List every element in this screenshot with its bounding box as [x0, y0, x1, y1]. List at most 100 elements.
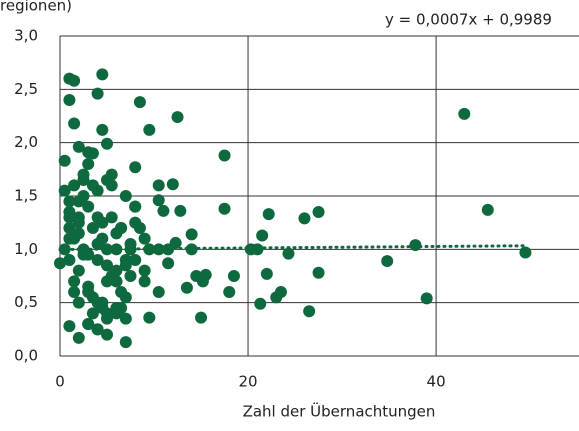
data-point: [119, 259, 132, 272]
data-point: [58, 243, 71, 256]
x-tick-label: 20: [238, 373, 257, 391]
data-point: [129, 254, 142, 266]
data-point: [72, 331, 85, 344]
data-point: [82, 318, 95, 330]
data-point: [129, 161, 142, 174]
data-point: [72, 264, 85, 277]
data-point: [63, 232, 76, 245]
data-point: [72, 195, 85, 208]
data-point: [63, 222, 76, 234]
data-point: [86, 147, 99, 160]
data-point: [101, 328, 114, 341]
data-point: [110, 275, 123, 288]
data-point: [312, 206, 325, 218]
data-point: [101, 243, 114, 256]
data-point: [119, 190, 132, 202]
data-point: [282, 247, 295, 260]
data-point: [420, 292, 433, 305]
data-point: [458, 107, 471, 120]
data-point: [91, 184, 104, 197]
data-point: [143, 243, 156, 256]
chart-title: regionen): [0, 0, 72, 15]
data-point: [124, 270, 137, 282]
data-point: [254, 297, 267, 310]
data-point: [110, 227, 123, 240]
data-point: [86, 222, 99, 234]
data-point: [298, 212, 311, 225]
data-point: [82, 158, 95, 170]
data-point: [227, 270, 240, 282]
data-point: [185, 243, 198, 256]
data-point: [110, 302, 123, 314]
data-point: [312, 266, 325, 279]
data-point: [218, 202, 231, 215]
data-point: [409, 239, 422, 252]
data-point: [82, 248, 95, 261]
data-point: [82, 280, 95, 293]
data-point: [72, 216, 85, 229]
data-point: [101, 307, 114, 320]
data-point: [96, 123, 109, 136]
data-point: [68, 286, 81, 298]
data-point: [91, 87, 104, 100]
data-point: [162, 243, 175, 256]
data-point: [143, 123, 156, 136]
data-point: [185, 228, 198, 241]
data-point: [143, 311, 156, 324]
data-point: [303, 305, 316, 318]
data-point: [63, 254, 76, 266]
data-point: [262, 208, 275, 221]
y-tick-label: 0,5: [14, 293, 38, 311]
data-point: [63, 94, 76, 106]
data-point: [138, 264, 151, 277]
data-point: [58, 154, 71, 167]
data-point: [162, 257, 175, 270]
data-point: [58, 184, 71, 197]
data-point: [270, 291, 283, 304]
data-point: [381, 255, 394, 268]
data-point: [63, 320, 76, 333]
data-point: [129, 200, 142, 213]
data-point: [68, 74, 81, 87]
data-point: [105, 211, 118, 224]
data-point: [96, 68, 109, 81]
data-point: [101, 259, 114, 272]
data-point: [196, 275, 209, 288]
x-axis-label: Zahl der Übernachtungen: [243, 402, 436, 421]
data-point: [68, 179, 81, 192]
data-point: [119, 312, 132, 325]
data-point: [223, 286, 236, 298]
data-point: [124, 238, 137, 250]
data-point: [152, 194, 165, 207]
data-point: [218, 149, 231, 162]
data-point: [72, 227, 85, 240]
data-point: [91, 238, 104, 250]
data-point: [260, 267, 273, 280]
data-point: [174, 204, 187, 217]
data-point: [101, 137, 114, 150]
data-point: [91, 254, 104, 266]
trendline: [58, 244, 527, 251]
data-point: [54, 257, 66, 270]
data-point: [180, 281, 193, 294]
data-point: [101, 174, 114, 186]
data-point: [138, 232, 151, 245]
data-point: [166, 178, 179, 191]
data-point: [195, 311, 208, 324]
data-point: [72, 296, 85, 309]
data-point: [129, 216, 142, 229]
data-point: [152, 179, 165, 192]
data-point: [86, 307, 99, 320]
x-tick-label: 0: [55, 373, 65, 391]
data-point: [171, 111, 184, 124]
data-point: [91, 296, 104, 309]
data-point: [138, 275, 151, 288]
trendline-label: y = 0,0007x + 0,9989: [385, 11, 552, 29]
x-tick-label: 40: [427, 373, 446, 391]
data-point: [63, 195, 76, 208]
data-point: [82, 200, 95, 213]
data-point: [244, 243, 257, 256]
data-point: [68, 117, 81, 130]
data-point: [91, 323, 104, 336]
data-point: [119, 291, 132, 304]
